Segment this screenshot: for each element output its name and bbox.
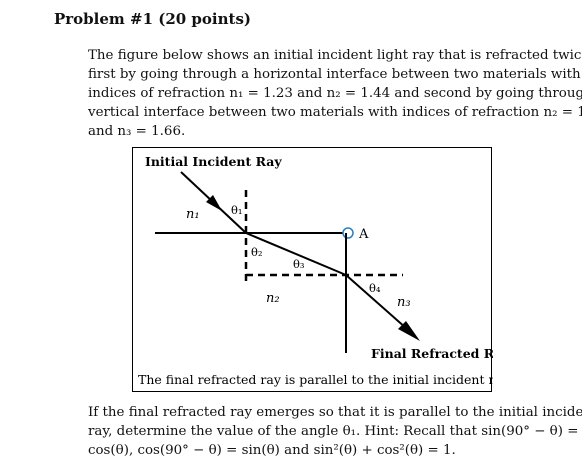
refraction-figure: Initial Incident Ray n₁ θ₁ θ₂ θ₃ θ₄ A n₂… xyxy=(132,147,493,392)
initial-ray-label: Initial Incident Ray xyxy=(145,154,282,169)
intro-line: indices of refraction n₁ = 1.23 and n₂ =… xyxy=(88,86,582,101)
intro-line: The figure below shows an initial incide… xyxy=(88,48,582,63)
theta1-label: θ₁ xyxy=(231,203,243,217)
final-ray-arrow xyxy=(398,321,420,341)
question-line: ray, determine the value of the angle θ₁… xyxy=(88,424,579,439)
incident-ray-arrow xyxy=(206,195,222,211)
question-line: If the final refracted ray emerges so th… xyxy=(88,405,582,420)
theta3-label: θ₃ xyxy=(293,257,305,271)
n2-label: n₂ xyxy=(266,291,280,306)
final-ray-label: Final Refracted Ray xyxy=(371,346,493,361)
intro-line: and n₃ = 1.66. xyxy=(88,124,186,139)
middle-ray xyxy=(245,232,347,276)
point-a-label: A xyxy=(358,227,369,242)
refraction-diagram: Initial Incident Ray n₁ θ₁ θ₂ θ₃ θ₄ A n₂… xyxy=(138,154,493,387)
problem-intro: The figure below shows an initial incide… xyxy=(88,46,582,141)
problem-question: If the final refracted ray emerges so th… xyxy=(88,403,582,460)
theta4-label: θ₄ xyxy=(369,281,381,295)
figure-caption: The final refracted ray is parallel to t… xyxy=(138,372,493,387)
intro-line: first by going through a horizontal inte… xyxy=(88,67,581,82)
problem-title: Problem #1 (20 points) xyxy=(54,10,251,28)
theta2-label: θ₂ xyxy=(251,245,263,259)
intro-line: vertical interface between two materials… xyxy=(88,105,582,120)
point-a-marker xyxy=(342,227,354,239)
question-line: cos(θ), cos(90° − θ) = sin(θ) and sin²(θ… xyxy=(88,443,456,458)
n1-label: n₁ xyxy=(186,207,200,222)
n3-label: n₃ xyxy=(397,295,411,310)
